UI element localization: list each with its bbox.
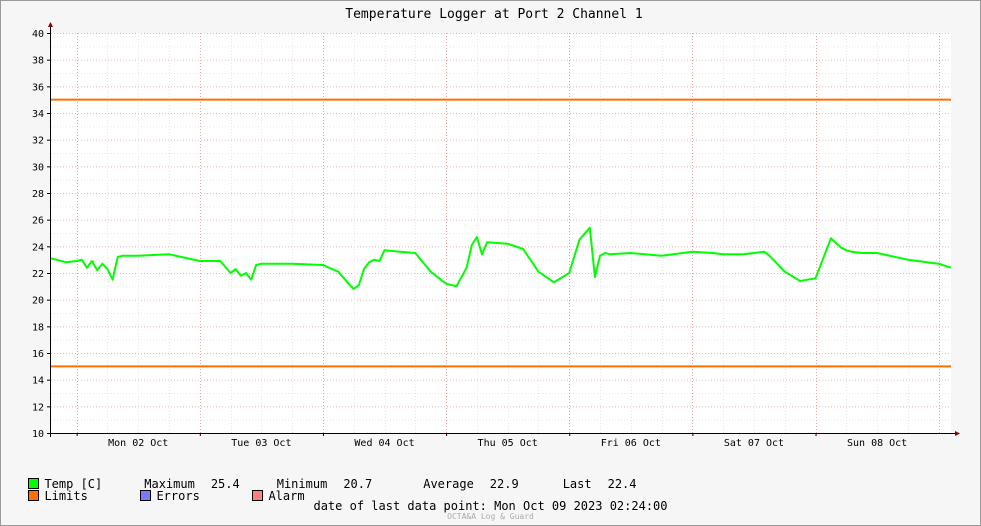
last-data-point-text: date of last data point: Mon Oct 09 2023…	[313, 499, 668, 513]
x-tick-label: Wed 04 Oct	[354, 438, 414, 449]
y-axis-arrow	[48, 22, 53, 27]
y-tick-label: 28	[32, 189, 44, 200]
y-tick-labels: 10 12 14 16 18 20 22 24 26 28 30 32 34 36 38 40	[32, 29, 51, 440]
x-axis-arrow	[955, 431, 960, 436]
legend-errors: Errors	[140, 489, 252, 503]
y-tick-label: 26	[32, 216, 44, 227]
y-tick-label: 22	[32, 269, 44, 280]
legend-errors-swatch	[140, 490, 152, 501]
y-tick-label: 36	[32, 82, 44, 93]
legend-alarm-label: Alarm	[268, 489, 305, 503]
axes	[47, 22, 960, 437]
y-tick-label: 34	[32, 109, 44, 120]
y-tick-label: 32	[32, 136, 44, 147]
y-tick-label: 30	[32, 162, 44, 173]
legend-errors-label: Errors	[156, 489, 200, 503]
stat-maximum-label: Maximum	[144, 477, 195, 491]
y-tick-label: 10	[32, 429, 44, 440]
y-tick-label: 38	[32, 56, 44, 67]
legend-alarm: Alarm	[252, 489, 305, 503]
y-tick-label: 12	[32, 402, 44, 413]
y-tick-label: 20	[32, 296, 44, 307]
chart-title: Temperature Logger at Port 2 Channel 1	[345, 7, 642, 22]
stat-last-label: Last	[562, 477, 592, 491]
temperature-line	[50, 226, 952, 290]
stat-last-value: 22.4	[607, 477, 637, 491]
stat-average-value: 22.9	[489, 477, 519, 491]
x-tick-label: Tue 03 Oct	[231, 438, 291, 449]
y-tick-label: 24	[32, 242, 44, 253]
legend-row-2: Limits Errors Alarm	[14, 475, 305, 503]
x-tick-label: Fri 06 Oct	[601, 438, 661, 449]
legend-temp: Temp [C]	[28, 477, 102, 491]
limit-lines	[51, 98, 951, 368]
x-tick-labels: Mon 02 Oct Tue 03 Oct Wed 04 Oct Thu 05 Oct…	[76, 433, 907, 449]
y-tick-label: 40	[32, 29, 44, 40]
y-tick-label: 18	[32, 322, 44, 333]
stat-maximum-value: 25.4	[210, 477, 240, 491]
temperature-series	[50, 226, 952, 290]
x-tick-label: Mon 02 Oct	[108, 438, 168, 449]
legend-temp-swatch	[28, 478, 40, 489]
x-tick-label: Sun 08 Oct	[847, 438, 907, 449]
legend-row-1: Temp [C] Maximum 25.4 Minimum 20.7 Average 22.…	[14, 463, 637, 491]
legend-limits-label: Limits	[44, 489, 88, 503]
y-tick-label: 14	[32, 376, 44, 387]
watermark-text: OCTA&A Log & Guard	[447, 512, 534, 521]
stat-minimum-label: Minimum	[276, 477, 328, 491]
legend-temp-label: Temp [C]	[44, 477, 103, 491]
stat-minimum-value: 20.7	[343, 477, 373, 491]
x-tick-label: Thu 05 Oct	[478, 438, 538, 449]
legend-alarm-swatch	[252, 490, 264, 501]
x-tick-label: Sat 07 Oct	[724, 438, 784, 449]
stat-average-label: Average	[423, 477, 474, 491]
legend-limits-swatch	[28, 490, 40, 501]
y-tick-label: 16	[32, 349, 44, 360]
legend-limits: Limits	[28, 489, 140, 503]
